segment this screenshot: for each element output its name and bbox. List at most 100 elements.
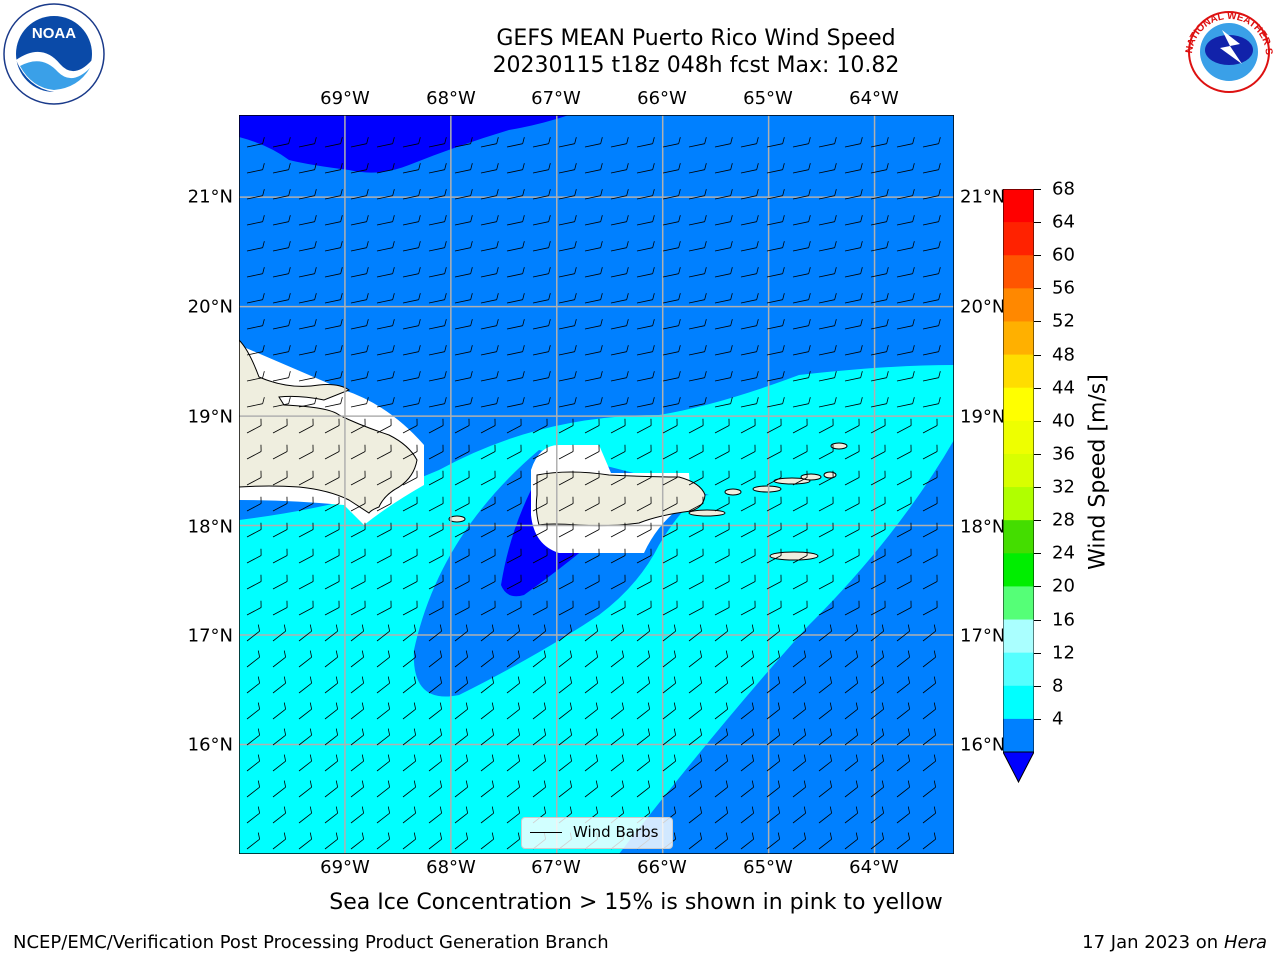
wind-barb — [480, 137, 499, 148]
wind-barb — [584, 624, 599, 642]
wind-barb — [714, 806, 729, 824]
wind-barb — [376, 293, 395, 304]
wind-barb — [454, 650, 469, 668]
wind-barb — [324, 470, 340, 486]
wind-barb — [636, 444, 652, 460]
wind-barb — [818, 780, 833, 798]
lat-label-left-19n: 19°N — [187, 406, 233, 428]
wind-barb — [896, 832, 911, 850]
wind-barb — [298, 137, 317, 148]
lon-label-top-65w: 65°W — [743, 88, 793, 109]
wind-barb — [428, 806, 443, 824]
wind-barb — [298, 496, 314, 512]
wind-barb — [454, 189, 473, 200]
wind-barb — [558, 728, 573, 746]
wind-barb — [870, 163, 889, 174]
map-panel: Wind Barbs — [239, 115, 954, 854]
wind-barb — [558, 267, 577, 278]
colorbar-band — [1003, 487, 1034, 521]
wind-barb — [298, 418, 314, 434]
wind-barb — [246, 189, 265, 200]
wind-barb — [896, 548, 912, 564]
wind-barb — [246, 470, 262, 486]
wind-barb — [506, 548, 522, 564]
lat-label-left-21n: 21°N — [187, 186, 233, 208]
wind-barb — [688, 371, 707, 382]
colorbar-tick-label: 64 — [1052, 211, 1075, 233]
wind-barb — [402, 241, 421, 252]
colorbar-tick-mark — [1034, 685, 1041, 687]
wind-barb — [688, 806, 703, 824]
wind-barb — [636, 345, 655, 356]
wind-barb — [298, 163, 317, 174]
colorbar-tick-mark — [1034, 222, 1041, 224]
wind-barb — [402, 600, 418, 616]
wind-barb — [428, 345, 447, 356]
colorbar-tick-label: 16 — [1052, 609, 1075, 631]
wind-barb — [532, 345, 551, 356]
wind-barb — [636, 624, 651, 642]
wind-barb — [766, 548, 782, 564]
wind-barb — [324, 137, 343, 148]
wind-barb — [740, 397, 759, 408]
wind-barb — [922, 293, 941, 304]
wind-barb — [766, 702, 781, 720]
wind-barb — [402, 728, 417, 746]
wind-barb — [246, 163, 265, 174]
wind-barb — [688, 418, 704, 434]
colorbar-tick-mark — [1034, 553, 1041, 555]
wind-barb — [454, 574, 470, 590]
wind-barb — [350, 371, 369, 382]
wind-barb — [376, 319, 395, 330]
wind-barb — [480, 444, 496, 460]
wind-barb — [506, 163, 525, 174]
wind-barb — [688, 241, 707, 252]
wind-barb — [480, 522, 496, 538]
wind-barb — [350, 444, 366, 460]
wind-barb — [558, 418, 574, 434]
lat-label-left-17n: 17°N — [187, 625, 233, 647]
wind-barb — [454, 806, 469, 824]
wind-barb — [376, 522, 392, 538]
wind-barb — [376, 418, 392, 434]
wind-barb — [558, 702, 573, 720]
wind-barb — [402, 444, 418, 460]
wind-barb — [350, 470, 366, 486]
wind-barb — [792, 548, 808, 564]
wind-barb — [740, 806, 755, 824]
wind-barb — [870, 522, 886, 538]
wind-barb — [610, 345, 629, 356]
wind-barb — [922, 345, 941, 356]
wind-barb — [558, 470, 574, 486]
wind-barb — [740, 215, 759, 226]
wind-barb — [324, 371, 343, 382]
colorbar-band — [1003, 288, 1034, 322]
wind-barb — [558, 241, 577, 252]
wind-barb — [688, 345, 707, 356]
wind-barb — [662, 319, 681, 330]
wind-barb — [870, 780, 885, 798]
wind-barb — [740, 496, 756, 512]
wind-barb — [480, 293, 499, 304]
wind-barb — [844, 600, 860, 616]
wind-barb — [922, 163, 941, 174]
wind-barb — [428, 780, 443, 798]
wind-barb — [922, 215, 941, 226]
wind-barb — [714, 676, 729, 694]
wind-barb — [896, 702, 911, 720]
wind-barb — [532, 702, 547, 720]
wind-barb — [506, 702, 521, 720]
wind-barb — [636, 215, 655, 226]
wind-barb — [246, 650, 261, 668]
wind-barb — [896, 241, 915, 252]
wind-barb — [714, 754, 729, 772]
lon-label-top-68w: 68°W — [426, 88, 476, 109]
wind-barb — [688, 496, 704, 512]
colorbar-tick-label: 48 — [1052, 344, 1075, 366]
wind-barb — [688, 293, 707, 304]
wind-barb — [610, 371, 629, 382]
wind-barb — [792, 624, 807, 642]
wind-barb — [766, 371, 785, 382]
wind-barb — [714, 163, 733, 174]
wind-barb — [662, 189, 681, 200]
